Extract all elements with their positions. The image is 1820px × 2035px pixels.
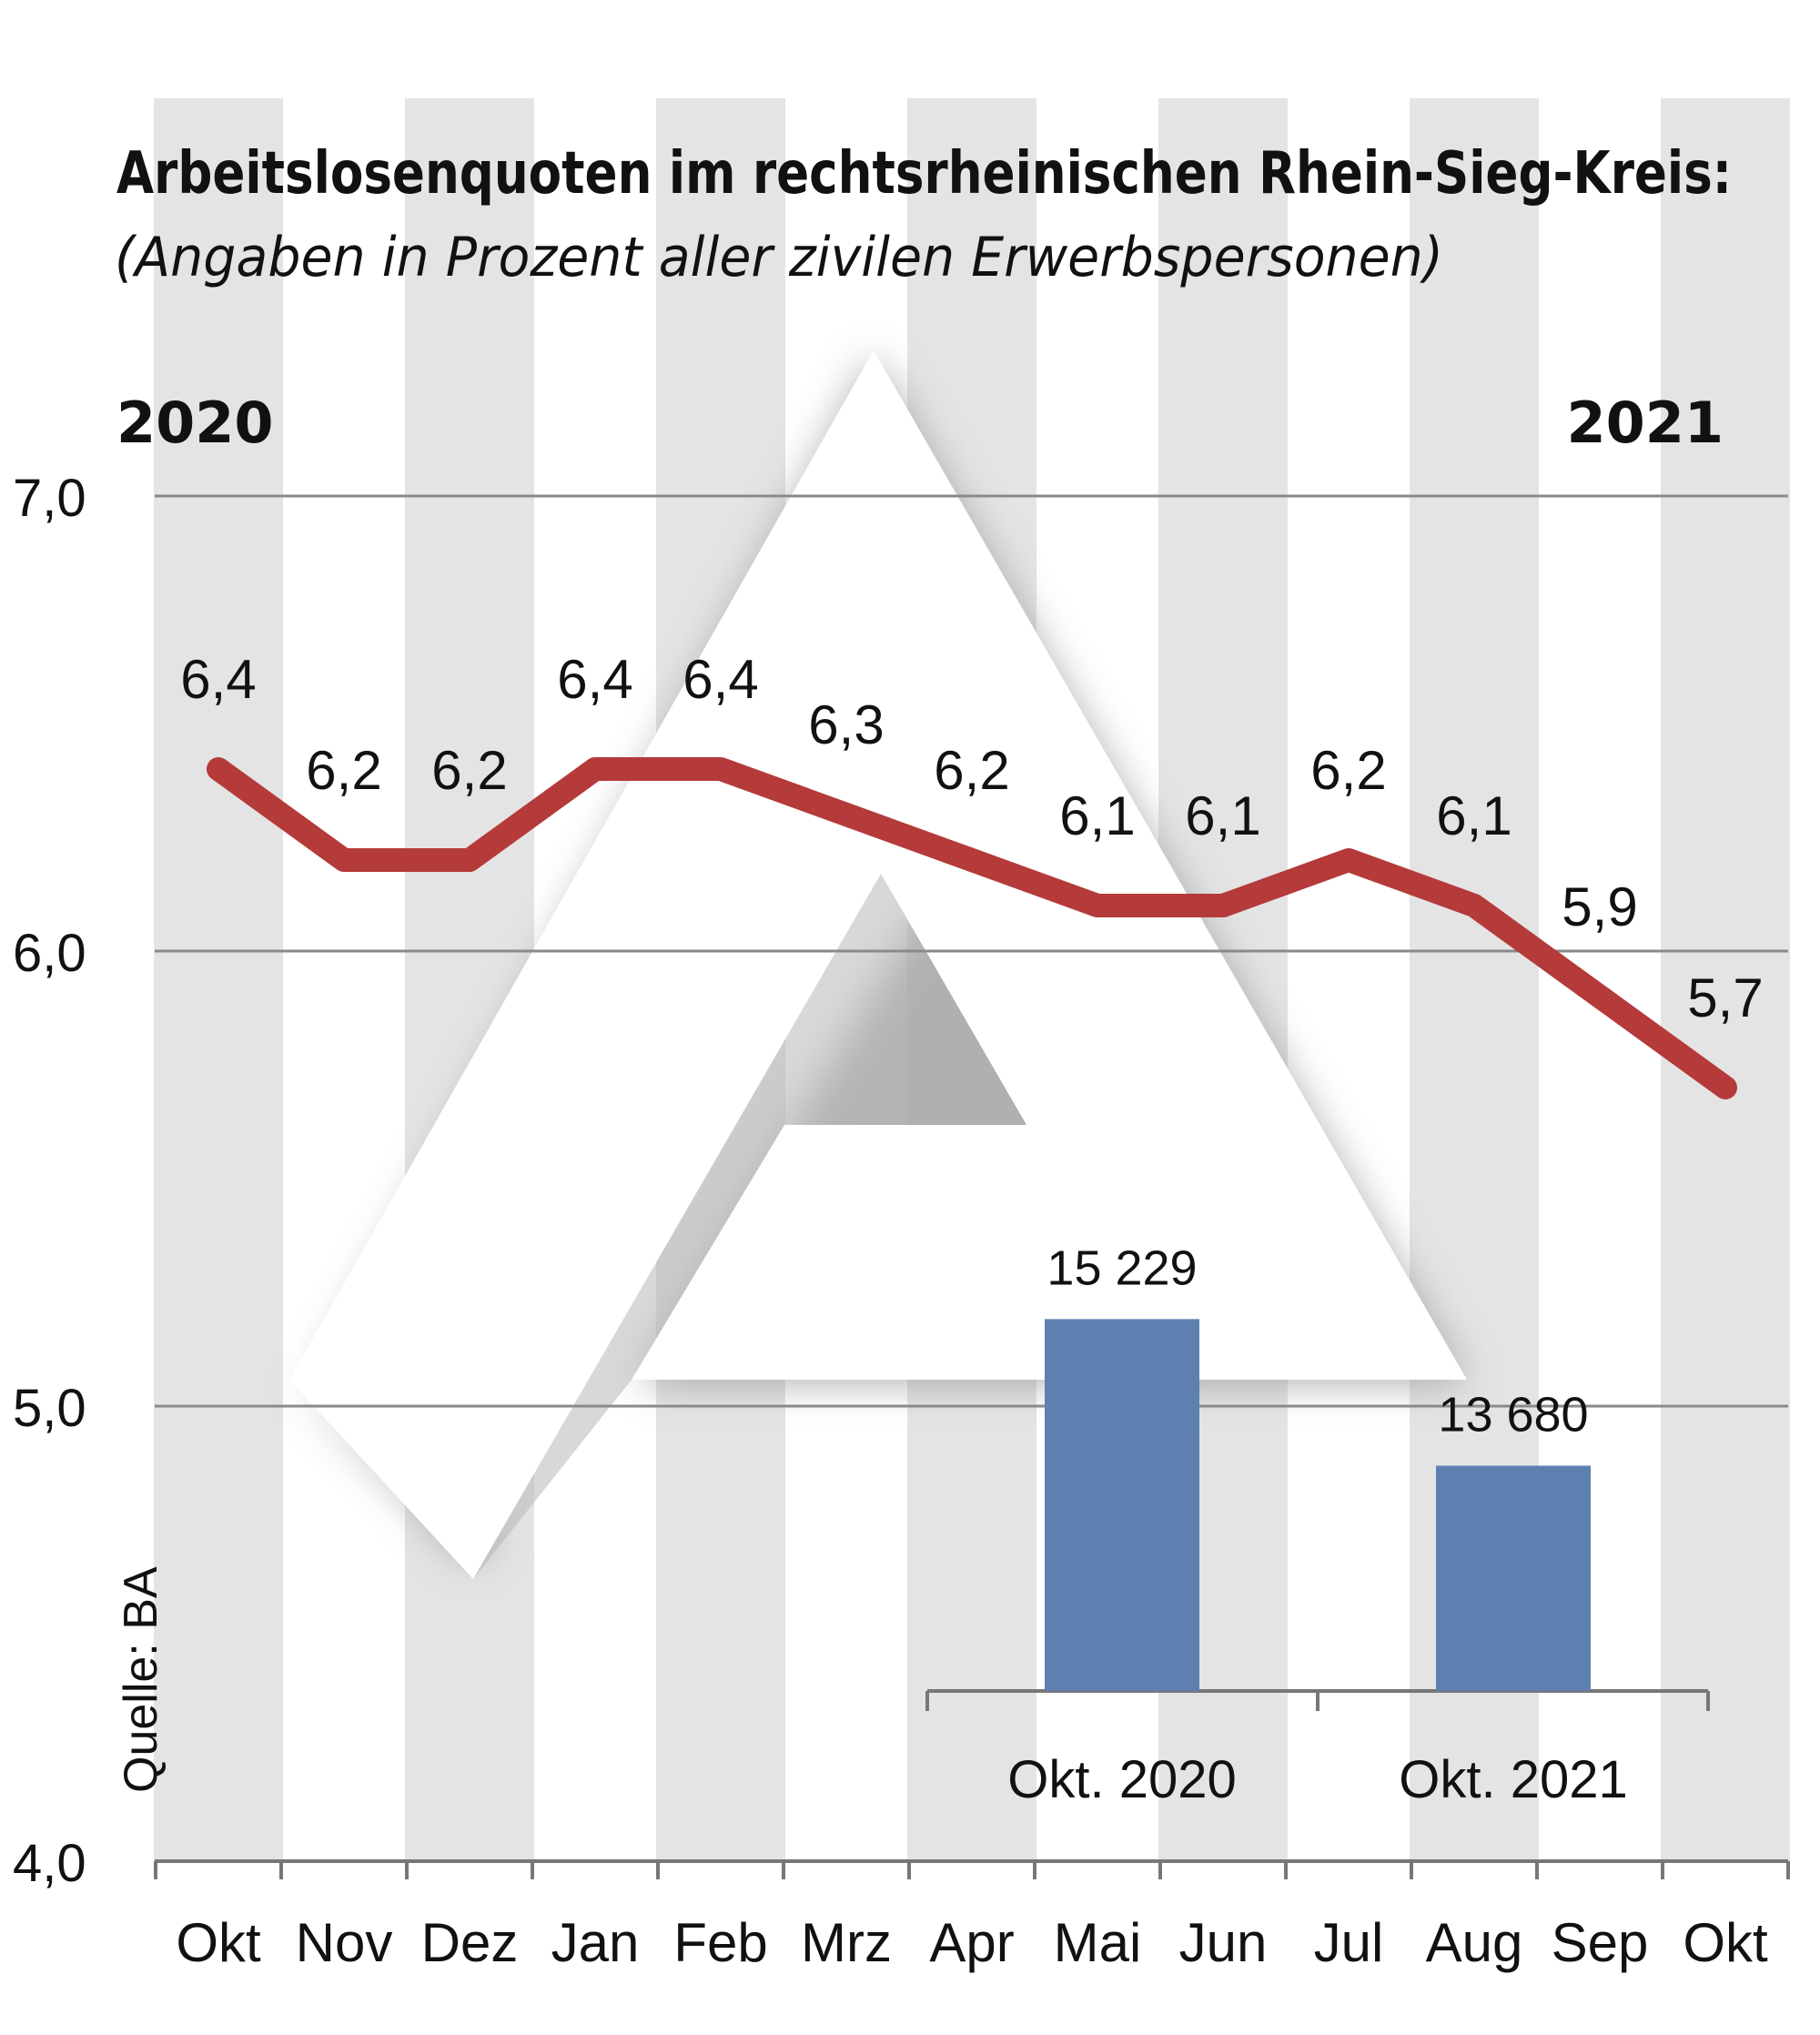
x-axis: Okt Nov Dez Jan Feb Mrz Apr Mai Jun Jul Aug Sep Okt (154, 1859, 1790, 1973)
month-stripe (1661, 98, 1790, 1861)
source-label: Quelle: BA (115, 1566, 167, 1793)
x-tick-label: Nov (296, 1912, 393, 1973)
data-label: 6,4 (180, 649, 256, 710)
x-tick-label: Feb (673, 1912, 767, 1973)
data-label: 6,1 (1185, 785, 1260, 846)
series-line (207, 757, 1737, 1099)
inset-value-label: 15 229 (1046, 1240, 1197, 1295)
year-end-label: 2021 (1566, 390, 1724, 456)
x-tick-label: Okt (1683, 1912, 1768, 1973)
data-label: 6,2 (306, 740, 381, 801)
x-tick-label: Jul (1314, 1912, 1384, 1973)
year-start-label: 2020 (116, 390, 274, 456)
y-tick-label: 7,0 (13, 469, 86, 528)
inset-category-label: Okt. 2020 (1007, 1750, 1236, 1809)
logo-watermark (289, 350, 1467, 1579)
x-tick-label: Dez (421, 1912, 519, 1973)
y-axis: 4,0 5,0 6,0 7,0 (13, 469, 86, 1893)
unemployment-rate-series (207, 757, 1737, 1099)
x-tick-label: Mai (1054, 1912, 1142, 1973)
inset-value-label: 13 680 (1438, 1387, 1588, 1442)
y-tick-label: 4,0 (13, 1834, 86, 1893)
chart-title: Arbeitslosenquoten im rechtsrheinischen … (116, 140, 1732, 208)
data-label: 5,9 (1562, 876, 1637, 937)
y-tick-label: 6,0 (13, 924, 86, 983)
x-tick-label: Mrz (801, 1912, 892, 1973)
inset-bar (1045, 1319, 1199, 1691)
month-stripe (405, 98, 534, 1861)
data-label: 5,7 (1687, 967, 1763, 1028)
chart-subtitle: (Angaben in Prozent aller zivilen Erwerb… (115, 226, 1443, 289)
y-tick-label: 5,0 (13, 1379, 86, 1438)
x-tick-label: Okt (176, 1912, 261, 1973)
inset-category-label: Okt. 2021 (1399, 1750, 1627, 1809)
data-label: 6,2 (431, 740, 507, 801)
x-tick-label: Jan (551, 1912, 640, 1973)
x-tick-label: Apr (929, 1912, 1014, 1973)
gridlines (155, 494, 1788, 1408)
inset-bar (1436, 1465, 1591, 1691)
data-label: 6,4 (557, 649, 632, 710)
data-label: 6,4 (682, 649, 758, 710)
x-tick-label: Jun (1179, 1912, 1268, 1973)
data-label: 6,2 (1310, 740, 1386, 801)
inset-bar-chart: 15 229 Okt. 2020 13 680 Okt. 2021 (925, 1240, 1710, 1809)
data-label: 6,2 (934, 740, 1009, 801)
x-tick-label: Sep (1552, 1912, 1649, 1973)
data-label: 6,3 (808, 694, 884, 755)
data-labels: 6,4 6,2 6,2 6,4 6,4 6,3 6,2 6,1 6,1 6,2 6,1 5,9 5,7 (180, 649, 1763, 1028)
data-label: 6,1 (1436, 785, 1512, 846)
month-stripe (154, 98, 283, 1861)
x-tick-label: Aug (1426, 1912, 1523, 1973)
data-label: 6,1 (1059, 785, 1135, 846)
